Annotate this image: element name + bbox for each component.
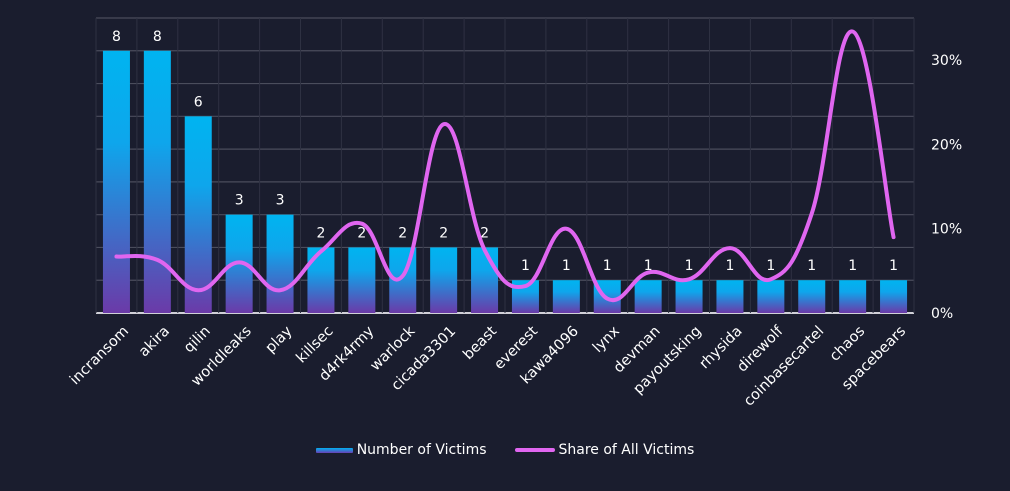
bar-killsec[interactable]: [307, 247, 335, 313]
bar-play[interactable]: [266, 214, 294, 313]
line-point-spacebears[interactable]: [892, 235, 896, 239]
data-labels: 8 8 6 3 3 2 2 2 2 2 1 1 1 1 1 1 1 1 1 1: [112, 29, 898, 274]
bar-spacebears[interactable]: [880, 280, 908, 313]
data-label-incransom: 8: [112, 29, 121, 45]
legend-label: Share of All Victims: [558, 442, 695, 458]
legend-item-victims[interactable]: Number of Victims: [315, 442, 487, 458]
line-point-lynx[interactable]: [605, 297, 609, 301]
bar-coinbasecartel[interactable]: [798, 280, 826, 313]
x-tick-label: lynx: [590, 323, 623, 356]
data-label-rhysida: 1: [725, 258, 734, 274]
y-tick-label: 30%: [931, 53, 962, 69]
legend-swatch-bar-icon: [315, 447, 353, 453]
bar-beast[interactable]: [471, 247, 499, 313]
line-point-rhysida[interactable]: [728, 246, 732, 250]
legend-item-share[interactable]: Share of All Victims: [514, 442, 695, 458]
bar-incransom[interactable]: [102, 50, 130, 314]
line-point-payoutsking[interactable]: [687, 277, 691, 281]
data-label-kawa4096: 1: [562, 258, 571, 274]
line-point-devman[interactable]: [646, 271, 650, 275]
legend: Number of Victims Share of All Victims: [0, 442, 1010, 458]
bar-akira[interactable]: [143, 50, 171, 314]
line-share-of-all-victims[interactable]: [114, 29, 896, 303]
data-label-lynx: 1: [603, 258, 612, 274]
y-tick-label: 0%: [931, 306, 953, 322]
line-point-incransom[interactable]: [114, 255, 118, 259]
line-point-kawa4096[interactable]: [564, 227, 568, 231]
data-label-coinbasecartel: 1: [807, 258, 816, 274]
line-point-qilin[interactable]: [196, 288, 200, 292]
legend-swatch-line-icon: [514, 448, 555, 452]
x-tick-label: akira: [136, 323, 173, 360]
data-label-cicada3301: 2: [439, 225, 448, 241]
data-label-qilin: 6: [194, 94, 203, 110]
line-point-worldleaks[interactable]: [237, 260, 241, 264]
data-label-devman: 1: [644, 258, 653, 274]
line-series: [114, 29, 896, 303]
bar-direwolf[interactable]: [757, 280, 785, 313]
data-label-d4rk4rmy: 2: [357, 225, 366, 241]
legend-label: Number of Victims: [356, 442, 487, 458]
data-label-payoutsking: 1: [685, 258, 694, 274]
bar-qilin[interactable]: [184, 116, 212, 313]
data-label-warlock: 2: [398, 225, 407, 241]
bar-chaos[interactable]: [839, 280, 867, 313]
bar-series: [102, 50, 908, 314]
x-tick-label: incransom: [67, 323, 132, 388]
bar-d4rk4rmy[interactable]: [348, 247, 376, 313]
x-tick-label: beast: [460, 323, 500, 363]
x-tick-label: play: [263, 323, 296, 356]
line-point-chaos[interactable]: [851, 29, 855, 33]
line-point-warlock[interactable]: [401, 274, 405, 278]
bar-kawa4096[interactable]: [552, 280, 580, 313]
data-label-play: 3: [276, 193, 285, 209]
bar-payoutsking[interactable]: [675, 280, 703, 313]
bar-rhysida[interactable]: [716, 280, 744, 313]
data-label-killsec: 2: [316, 225, 325, 241]
y-tick-label: 20%: [931, 137, 962, 153]
x-tick-label: qilin: [181, 323, 214, 356]
data-label-akira: 8: [153, 29, 162, 45]
bar-devman[interactable]: [634, 280, 662, 313]
line-point-play[interactable]: [278, 288, 282, 292]
data-label-chaos: 1: [848, 258, 857, 274]
data-label-beast: 2: [480, 225, 489, 241]
data-label-spacebears: 1: [889, 258, 898, 274]
gridlines: [95, 17, 915, 314]
y-axis-right: 0% 10% 20% 30%: [931, 53, 962, 322]
data-label-direwolf: 1: [766, 258, 775, 274]
data-label-everest: 1: [521, 258, 530, 274]
line-point-everest[interactable]: [523, 284, 527, 288]
line-point-akira[interactable]: [155, 258, 159, 262]
line-point-coinbasecartel[interactable]: [810, 212, 814, 216]
line-point-d4rk4rmy[interactable]: [360, 222, 364, 226]
bar-cicada3301[interactable]: [430, 247, 458, 313]
line-point-cicada3301[interactable]: [442, 122, 446, 126]
y-tick-label: 10%: [931, 222, 962, 238]
line-point-beast[interactable]: [483, 248, 487, 252]
line-point-direwolf[interactable]: [769, 277, 773, 281]
data-label-worldleaks: 3: [235, 193, 244, 209]
line-point-killsec[interactable]: [319, 249, 323, 253]
